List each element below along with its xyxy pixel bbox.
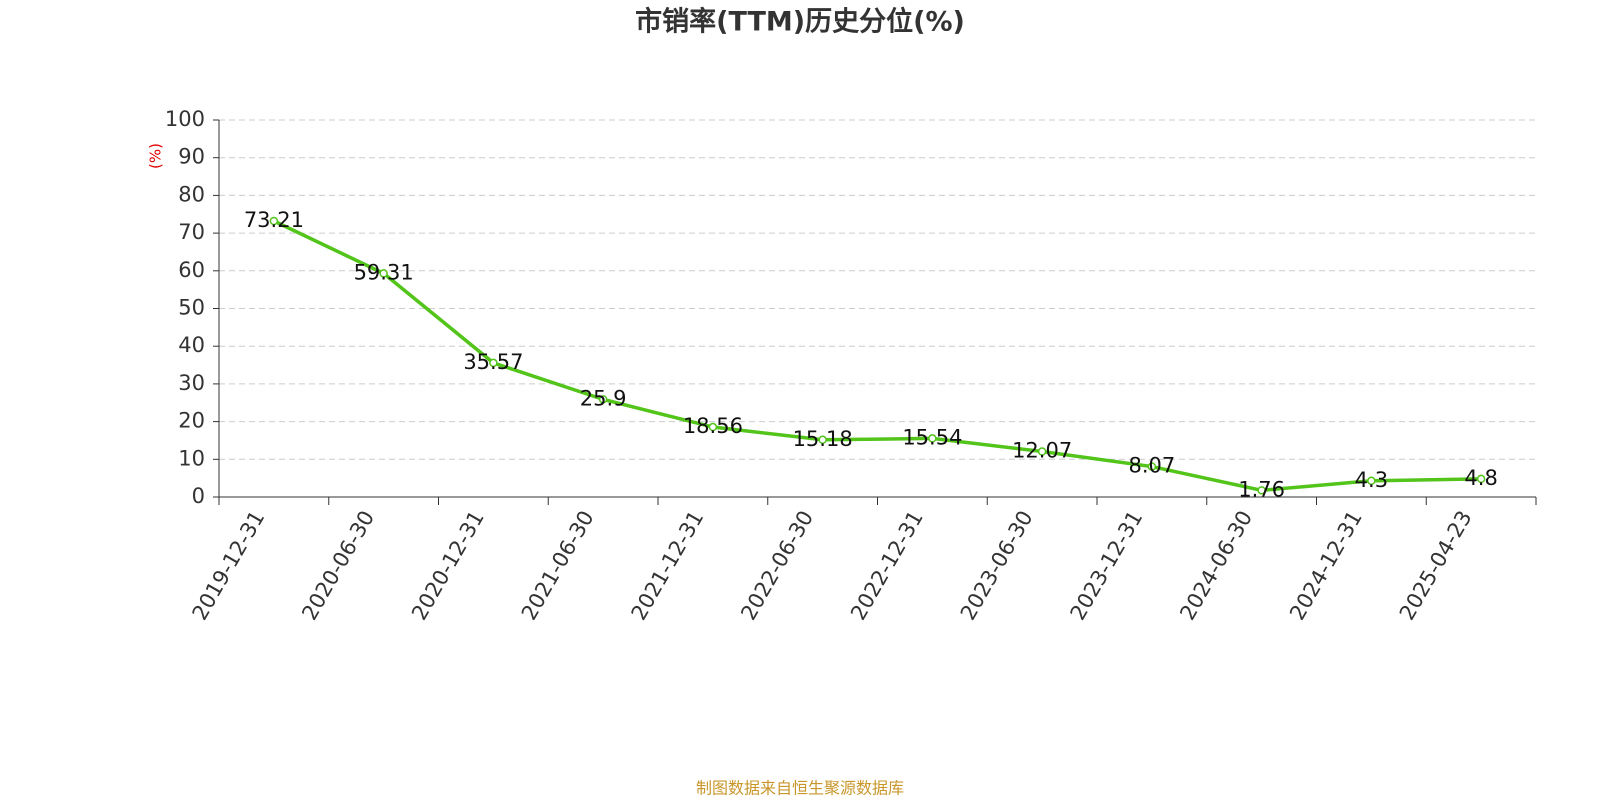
source-note: 制图数据来自恒生聚源数据库	[696, 779, 904, 798]
y-tick-label: 80	[178, 182, 205, 206]
data-point	[489, 358, 498, 368]
data-label: 25.9	[580, 386, 627, 410]
y-tick-label: 60	[178, 258, 205, 282]
y-tick-label: 30	[178, 371, 205, 395]
x-tick-label: 2021-06-30	[517, 507, 599, 625]
y-tick-label: 40	[178, 333, 205, 357]
x-tick-label: 2019-12-31	[188, 507, 270, 625]
data-point	[818, 435, 827, 445]
x-tick-label: 2022-06-30	[736, 507, 818, 625]
y-tick-label: 100	[165, 107, 205, 131]
y-tick-label: 20	[178, 409, 205, 433]
data-label: 73.21	[244, 208, 304, 232]
data-label: 18.56	[683, 414, 743, 438]
data-label: 4.8	[1464, 466, 1497, 490]
data-label: 59.31	[354, 260, 414, 284]
data-point	[1476, 474, 1486, 484]
x-tick-label: 2023-12-31	[1066, 507, 1148, 625]
data-point	[928, 434, 937, 443]
y-tick-label: 50	[178, 296, 205, 320]
data-point	[1257, 486, 1266, 495]
y-axis-label: (%)	[147, 143, 165, 169]
y-tick-label: 90	[178, 145, 205, 169]
data-point	[598, 395, 608, 404]
x-tick-label: 2025-04-23	[1395, 507, 1477, 625]
x-tick-label: 2020-06-30	[297, 507, 379, 625]
data-point	[269, 216, 279, 226]
x-tick-label: 2021-12-31	[627, 507, 709, 625]
x-tick-label: 2024-12-31	[1285, 507, 1367, 625]
data-line	[273, 219, 1482, 493]
data-label: 15.18	[793, 427, 853, 451]
data-point	[708, 422, 718, 432]
data-point	[1147, 462, 1157, 471]
data-label: 15.54	[902, 425, 962, 449]
data-label: 1.76	[1238, 477, 1285, 501]
y-tick-label: 70	[178, 220, 205, 244]
data-label: 35.57	[463, 350, 523, 374]
data-label: 12.07	[1012, 438, 1072, 462]
data-point	[1367, 476, 1376, 486]
y-tick-label: 10	[178, 446, 205, 470]
data-label: 4.3	[1355, 468, 1388, 492]
x-tick-label: 2024-06-30	[1175, 507, 1257, 625]
data-label: 8.07	[1128, 454, 1175, 478]
x-tick-label: 2022-12-31	[846, 507, 928, 625]
x-tick-label: 2020-12-31	[407, 507, 489, 625]
chart-title: 市销率(TTM)历史分位(%)	[635, 6, 965, 38]
data-point	[1037, 447, 1047, 456]
data-point	[379, 269, 388, 278]
y-tick-label: 0	[192, 484, 205, 508]
x-tick-label: 2023-06-30	[956, 507, 1038, 625]
